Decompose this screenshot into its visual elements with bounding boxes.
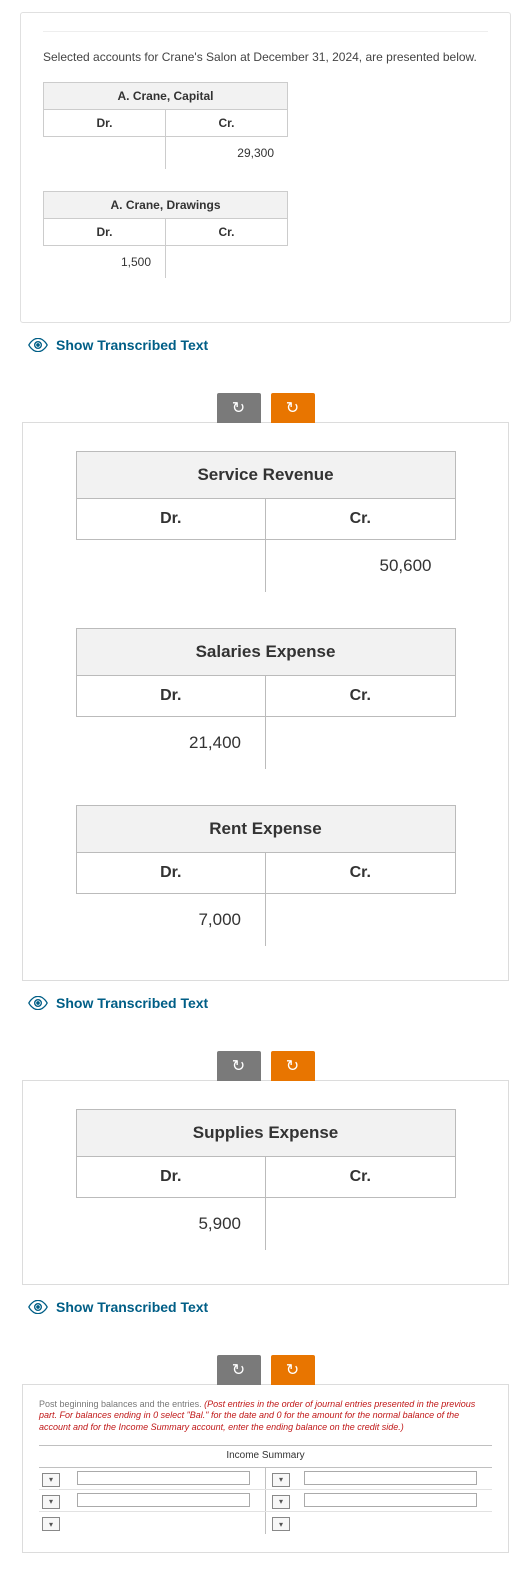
amount-input[interactable] [304,1471,477,1485]
show-transcribed-button[interactable]: Show Transcribed Text [28,995,531,1011]
amount-input[interactable] [304,1493,477,1507]
eye-icon [28,996,48,1010]
t-account-service-revenue: Service Revenue Dr. Cr. 50,600 [76,451,456,592]
date-select[interactable]: ▾ [272,1517,290,1531]
t-account-supplies-expense: Supplies Expense Dr. Cr. 5,900 [76,1109,456,1250]
account-title: Service Revenue [76,451,456,499]
table-row: ▾ ▾ [39,1468,492,1490]
cr-header: Cr. [265,1157,456,1198]
dr-header: Dr. [76,1157,266,1198]
refresh-tab[interactable]: ↻ [217,1051,261,1081]
cr-value: 29,300 [166,137,288,169]
show-transcribed-button[interactable]: Show Transcribed Text [28,337,531,353]
dr-value: 1,500 [43,246,166,278]
account-title: Supplies Expense [76,1109,456,1157]
note-lead: Post beginning balances and the entries. [39,1399,204,1409]
account-title: Rent Expense [76,805,456,853]
account-title: Salaries Expense [76,628,456,676]
accounts-card-2: Supplies Expense Dr. Cr. 5,900 [22,1080,509,1285]
reset-tab[interactable]: ↻ [271,1051,315,1081]
cr-header: Cr. [265,499,456,540]
t-account-capital: A. Crane, Capital Dr. Cr. 29,300 [43,82,288,169]
t-account-drawings: A. Crane, Drawings Dr. Cr. 1,500 [43,191,288,278]
cr-header: Cr. [165,110,288,137]
dr-header: Dr. [76,853,266,894]
reset-tab[interactable]: ↻ [271,1355,315,1385]
amount-input[interactable] [77,1493,250,1507]
cr-value [266,1198,456,1250]
table-row: ▾ ▾ [39,1490,492,1512]
date-select[interactable]: ▾ [42,1473,60,1487]
eye-icon [28,1300,48,1314]
account-title: A. Crane, Capital [43,82,288,110]
income-summary-title: Income Summary [39,1446,492,1468]
dr-header: Dr. [76,499,266,540]
tab-bar: ↻ ↻ [20,393,511,423]
show-transcribed-label: Show Transcribed Text [56,1299,208,1315]
date-select[interactable]: ▾ [42,1495,60,1509]
tab-bar: ↻ ↻ [20,1355,511,1385]
instruction-note: Post beginning balances and the entries.… [39,1399,492,1433]
accounts-card-1: Service Revenue Dr. Cr. 50,600 Salaries … [22,422,509,981]
show-transcribed-label: Show Transcribed Text [56,995,208,1011]
t-account-rent-expense: Rent Expense Dr. Cr. 7,000 [76,805,456,946]
date-select[interactable]: ▾ [42,1517,60,1531]
income-summary-table: Income Summary ▾ ▾ ▾ ▾ ▾ ▾ [39,1445,492,1534]
dr-header: Dr. [43,219,165,246]
cr-value [266,894,456,946]
refresh-tab[interactable]: ↻ [217,393,261,423]
cr-value: 50,600 [266,540,456,592]
income-summary-card: Post beginning balances and the entries.… [22,1384,509,1553]
eye-icon [28,338,48,352]
intro-card: Selected accounts for Crane's Salon at D… [20,12,511,323]
cr-header: Cr. [265,676,456,717]
dr-value: 5,900 [76,1198,267,1250]
refresh-tab[interactable]: ↻ [217,1355,261,1385]
cr-header: Cr. [265,853,456,894]
date-select[interactable]: ▾ [272,1495,290,1509]
cr-value [266,717,456,769]
dr-value: 21,400 [76,717,267,769]
cr-value [166,246,288,278]
table-row: ▾ ▾ [39,1512,492,1534]
intro-text: Selected accounts for Crane's Salon at D… [43,31,488,82]
show-transcribed-label: Show Transcribed Text [56,337,208,353]
amount-input[interactable] [77,1471,250,1485]
show-transcribed-button[interactable]: Show Transcribed Text [28,1299,531,1315]
dr-header: Dr. [76,676,266,717]
reset-tab[interactable]: ↻ [271,393,315,423]
cr-header: Cr. [165,219,288,246]
dr-value: 7,000 [76,894,267,946]
account-title: A. Crane, Drawings [43,191,288,219]
date-select[interactable]: ▾ [272,1473,290,1487]
tab-bar: ↻ ↻ [20,1051,511,1081]
dr-value [76,540,267,592]
dr-header: Dr. [43,110,165,137]
dr-value [43,137,166,169]
t-account-salaries-expense: Salaries Expense Dr. Cr. 21,400 [76,628,456,769]
